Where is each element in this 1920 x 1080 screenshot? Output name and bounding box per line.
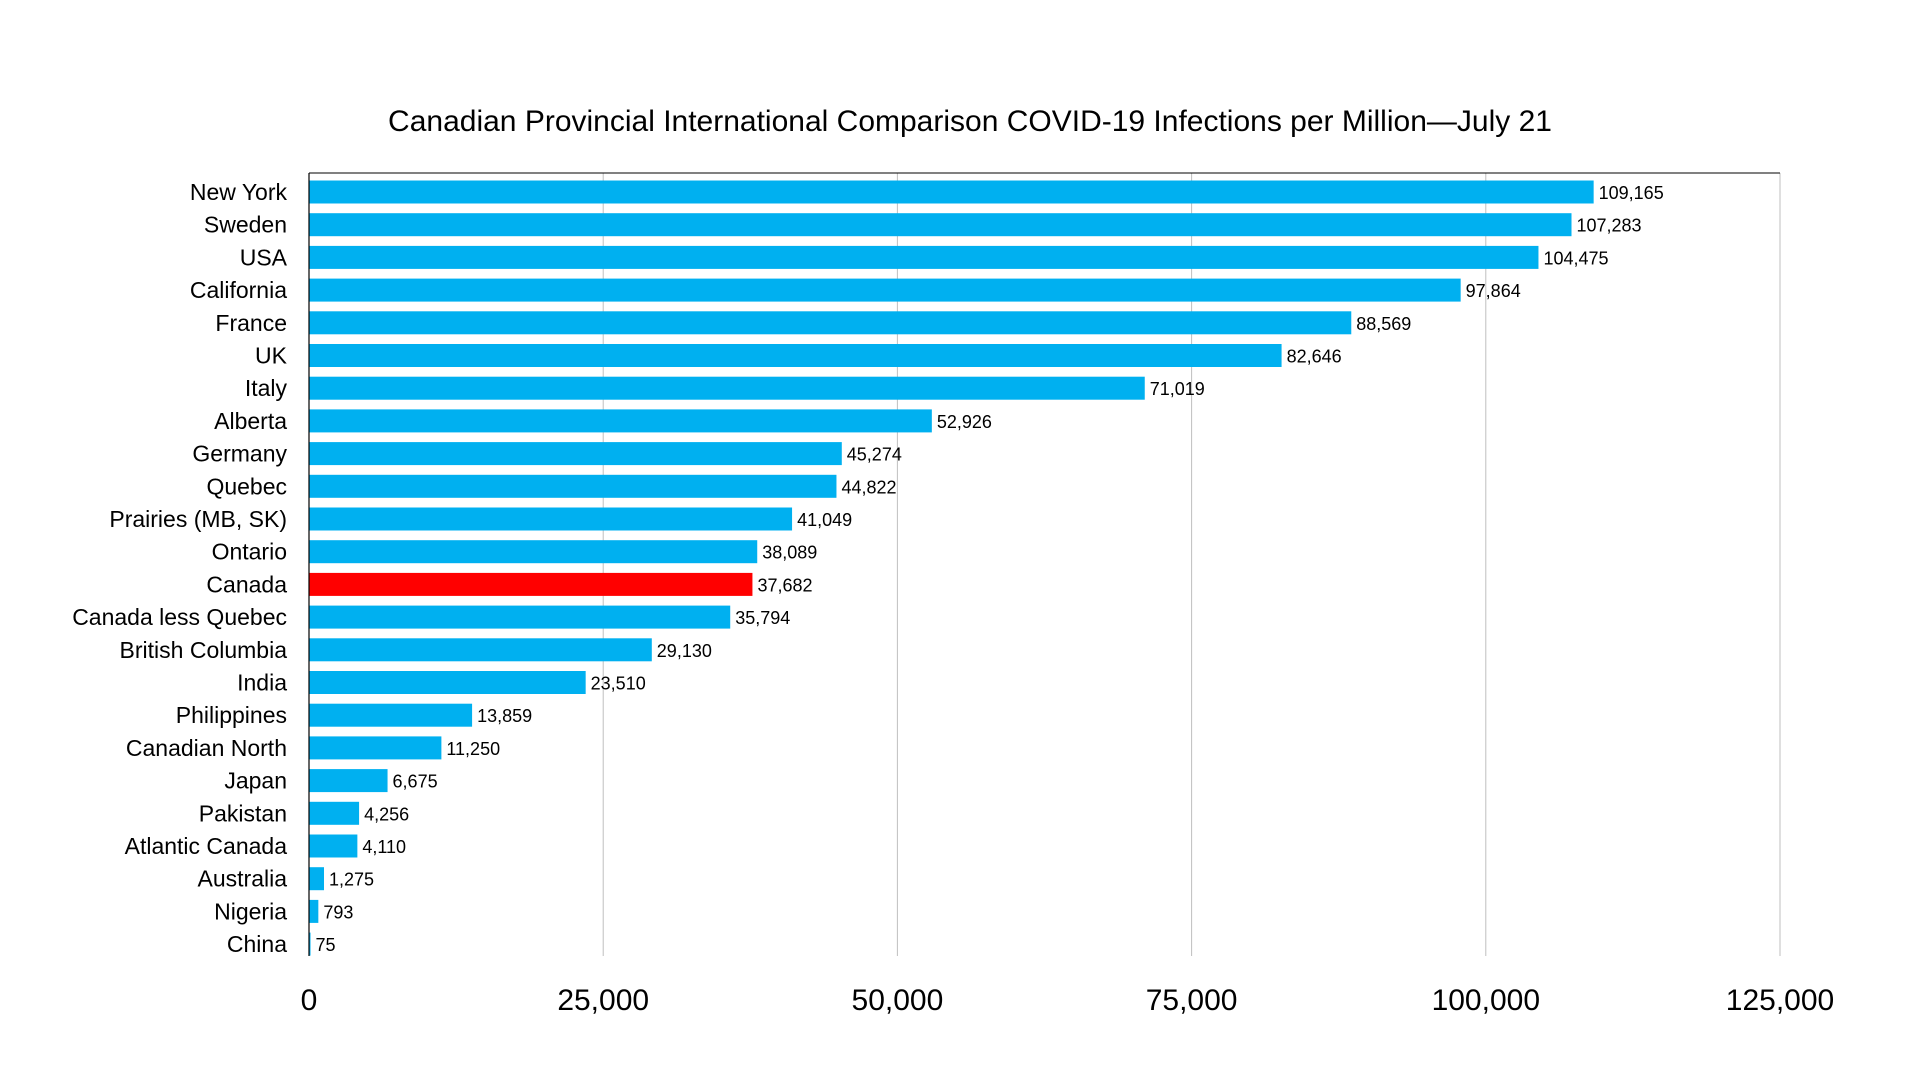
bar [309,409,932,433]
category-labels: New York Sweden USA California France UK Italy… [72,179,287,957]
data-label: 45,274 [847,445,902,465]
data-label: 38,089 [762,543,817,563]
data-label: 793 [323,902,353,922]
bar [309,638,652,662]
x-tick-label: 0 [301,984,318,1017]
category-label: Ontario [212,539,287,565]
bar [309,605,731,629]
category-label: New York [190,179,288,205]
category-label: Atlantic Canada [125,833,288,859]
data-label: 4,110 [362,837,406,857]
bar [309,801,360,825]
bar [309,540,758,564]
x-tick-labels: 0 25,000 50,000 75,000 100,000 125,000 [301,984,1835,1017]
category-label: Australia [198,866,288,892]
data-label: 82,646 [1287,347,1342,367]
x-tick-label: 100,000 [1432,984,1540,1017]
bar [309,344,1282,367]
bar [309,278,1461,302]
category-label: Canadian North [126,735,287,761]
bar [309,213,1572,237]
data-label: 52,926 [937,412,992,432]
category-label: China [227,931,287,957]
value-labels: 109,165 107,283 104,475 97,864 88,569 82,646 7… [316,183,1664,955]
bar [309,834,358,858]
data-label: 6,675 [393,772,438,792]
data-label: 41,049 [797,510,852,530]
gridlines [602,173,1781,956]
bar [309,245,1539,269]
bar [309,311,1352,335]
bar [309,442,842,466]
category-label: France [215,310,287,336]
data-label: 71,019 [1150,379,1205,399]
chart-title: Canadian Provincial International Compar… [388,105,1552,138]
data-label: 35,794 [735,608,790,628]
bar [309,899,319,923]
category-label: Pakistan [199,800,287,826]
data-label: 104,475 [1543,248,1608,268]
category-label: Canada less Quebec [72,604,287,630]
bar [309,507,793,531]
bar [309,180,1594,204]
data-label: 4,256 [364,804,409,824]
data-label: 1,275 [329,870,374,890]
bar [309,867,325,891]
bar [309,572,753,596]
axes [308,172,1780,956]
category-label: Italy [245,375,288,401]
data-label: 29,130 [657,641,712,661]
category-label: Quebec [206,473,287,499]
data-label: 23,510 [591,674,646,694]
bar [309,474,837,498]
bar [309,671,586,694]
x-tick-label: 50,000 [852,984,944,1017]
category-label: Germany [192,441,287,467]
category-label: India [237,670,287,696]
data-label: 107,283 [1577,216,1642,236]
bar [309,703,473,727]
x-tick-label: 125,000 [1726,984,1834,1017]
category-label: USA [240,244,288,270]
category-label: Philippines [176,702,287,728]
data-label: 37,682 [757,575,812,595]
bar [309,736,442,760]
category-label: Alberta [214,408,287,434]
data-label: 75 [316,935,336,955]
category-label: Japan [224,768,287,794]
category-label: Canada [206,571,287,597]
category-label: California [190,277,287,303]
category-label: Prairies (MB, SK) [109,506,287,532]
category-label: Sweden [204,212,287,238]
category-label: British Columbia [120,637,288,663]
data-label: 13,859 [477,706,532,726]
bars [309,180,1594,956]
data-label: 109,165 [1599,183,1664,203]
x-tick-label: 75,000 [1146,984,1238,1017]
category-label: Nigeria [214,898,287,924]
x-tick-label: 25,000 [557,984,649,1017]
data-label: 11,250 [446,739,500,759]
bar [309,769,388,793]
data-label: 44,822 [841,477,896,497]
data-label: 97,864 [1466,281,1521,301]
bar [309,376,1145,400]
data-label: 88,569 [1356,314,1411,334]
category-label: UK [255,343,288,369]
bar [309,932,311,956]
